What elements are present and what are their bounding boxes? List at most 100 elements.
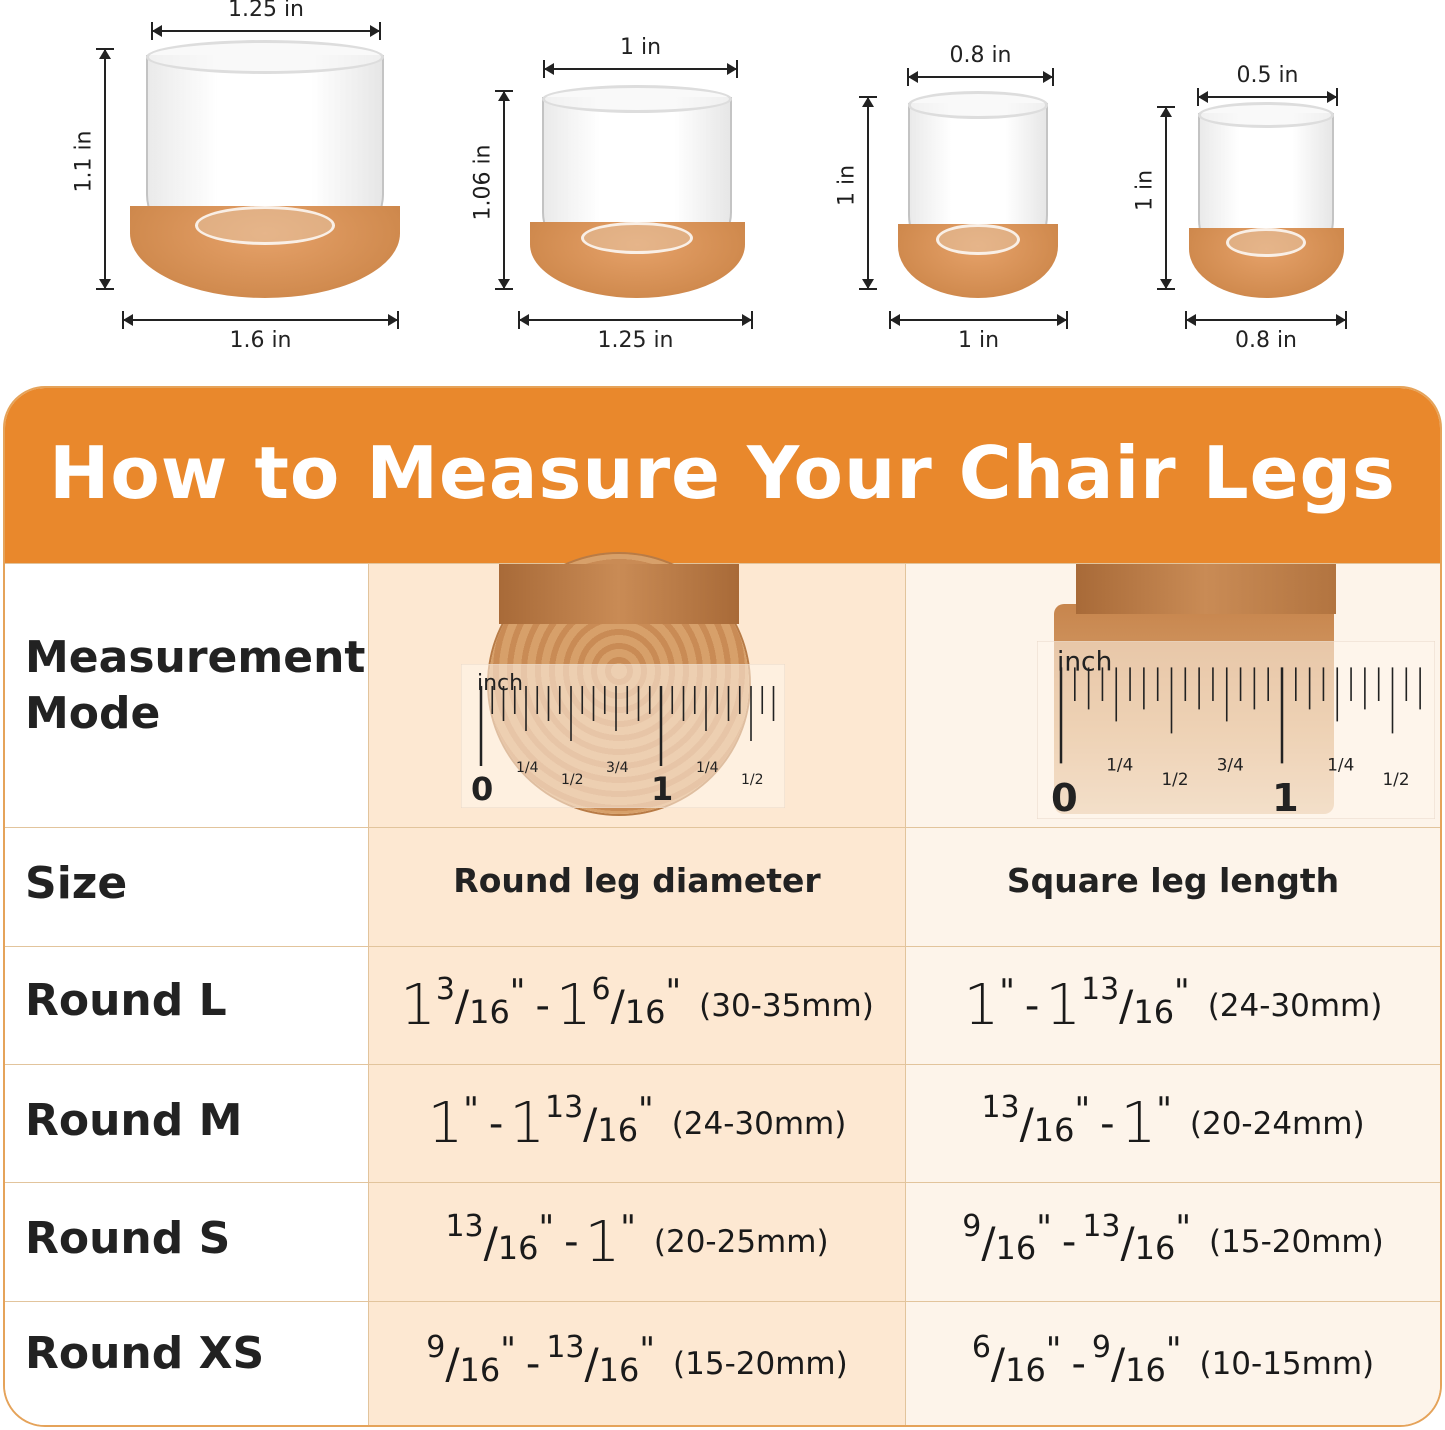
metric-range: (24-30mm) — [1207, 987, 1383, 1024]
metric-range: (20-24mm) — [1189, 1105, 1365, 1142]
round-range-cell: 9/16 " -13/16 " (15-20mm) — [368, 1302, 905, 1425]
fraction-denominator: 16 — [1134, 1229, 1176, 1267]
metric-range: (15-20mm) — [1209, 1224, 1384, 1260]
mode-label: Measurement Mode — [25, 632, 366, 739]
whole-number: 1 — [427, 1091, 464, 1156]
bottom-diameter-label: 1.6 in — [229, 328, 292, 353]
chair-leg-cap-xs — [1188, 101, 1344, 298]
fraction-denominator: 16 — [497, 1229, 539, 1267]
ruler-fraction-label: 1/2 — [1162, 769, 1189, 789]
size-row: Round L 1 3/16 " -1 6/16 " (30-35mm) 1 " -1 13/16… — [5, 946, 1440, 1064]
square-range-cell: 13/16 " -1 " (20-24mm) — [905, 1065, 1440, 1182]
metric-range: (20-25mm) — [653, 1224, 829, 1260]
ruler-fraction-label: 1/2 — [1383, 769, 1410, 789]
metric-range: (10-15mm) — [1199, 1345, 1375, 1382]
fraction-numerator: 6 — [591, 972, 611, 1007]
bottom-diameter-label: 0.8 in — [1234, 328, 1298, 353]
round-range-cell: 1 " -1 13/16 " (24-30mm) — [368, 1065, 905, 1182]
round-leg-illustration: inch 0 1 1/4 1/2 3/4 1/4 1/2 — [368, 554, 905, 827]
fraction-denominator: 16 — [1005, 1350, 1046, 1389]
height-dimension-line — [96, 48, 114, 290]
size-name: Round XS — [25, 1328, 265, 1379]
bottom-dimension-line — [122, 311, 399, 329]
ruler-unit-label: inch — [1057, 647, 1112, 678]
ruler-fraction-label: 1/4 — [516, 760, 539, 776]
fraction-denominator: 16 — [469, 992, 510, 1031]
ruler-zero-label: 0 — [471, 770, 493, 808]
measure-panel: How to Measure Your Chair Legs Measureme… — [3, 386, 1442, 1427]
size-row: Round M 1 " -1 13/16 " (24-30mm) 13/16 " -1 " (20… — [5, 1064, 1440, 1182]
size-row: Round XS 9/16 " -13/16 " (15-20mm) 6/16 " -9/1… — [5, 1301, 1440, 1425]
ruler-fraction-label: 3/4 — [606, 760, 629, 776]
ruler-zero-label: 0 — [1051, 776, 1078, 819]
bottom-diameter-label: 1 in — [957, 328, 1000, 353]
fraction-denominator: 16 — [598, 1350, 640, 1389]
square-range-cell: 9/16 " -13/16 " (15-20mm) — [905, 1183, 1440, 1301]
fraction-numerator: 13 — [981, 1090, 1020, 1125]
size-name: Round L — [25, 975, 227, 1026]
top-dimension-line — [1197, 88, 1338, 106]
mode-row: Measurement Mode inch 0 1 1/4 1/2 3/4 1/4 1/2 i… — [5, 554, 1440, 827]
round-header: Round leg diameter — [453, 860, 821, 900]
square-range-cell: 1 " -1 13/16 " (24-30mm) — [905, 947, 1440, 1064]
round-range-cell: 1 3/16 " -1 6/16 " (30-35mm) — [368, 947, 905, 1064]
whole-number: 1 — [1045, 973, 1081, 1038]
fraction-numerator: 13 — [544, 1090, 584, 1125]
chair-leg-cap-s — [898, 91, 1058, 298]
square-leg-top — [1076, 564, 1336, 614]
ruler-unit-label: inch — [477, 671, 523, 696]
ruler-round: inch 0 1 1/4 1/2 3/4 1/4 1/2 — [461, 664, 785, 808]
fraction-denominator: 16 — [1033, 1110, 1075, 1149]
size-name: Round S — [25, 1213, 231, 1264]
fraction-denominator: 16 — [995, 1229, 1037, 1267]
ruler-fraction-label: 1/2 — [741, 772, 764, 788]
square-range-cell: 6/16 " -9/16 " (10-15mm) — [905, 1302, 1440, 1425]
height-label: 1.1 in — [71, 129, 97, 193]
top-diameter-label: 0.8 in — [949, 43, 1012, 68]
round-range-cell: 13/16 " -1 " (20-25mm) — [368, 1183, 905, 1301]
ruler-fraction-label: 1/2 — [561, 772, 584, 788]
bottom-dimension-line — [518, 311, 753, 329]
size-row: Round S 13/16 " -1 " (20-25mm) 9/16 " -13/16 "(… — [5, 1182, 1440, 1301]
square-leg-illustration: inch 0 1 1/4 1/2 3/4 1/4 1/2 — [905, 564, 1440, 827]
fraction-numerator: 13 — [546, 1330, 585, 1365]
height-label: 1.06 in — [470, 143, 496, 221]
ruler-fraction-label: 3/4 — [1217, 755, 1244, 775]
bottom-dimension-line — [889, 311, 1068, 329]
ruler-square: inch 0 1 1/4 1/2 3/4 1/4 1/2 — [1037, 641, 1435, 819]
top-diameter-label: 0.5 in — [1236, 63, 1299, 88]
height-dimension-line — [1157, 106, 1175, 290]
top-dimension-line — [151, 22, 381, 40]
top-diameter-label: 1.25 in — [227, 0, 305, 22]
fraction-denominator: 16 — [1133, 992, 1175, 1031]
ruler-one-label: 1 — [651, 770, 673, 808]
ruler-one-label: 1 — [1272, 776, 1299, 819]
fraction-numerator: 13 — [445, 1208, 484, 1244]
fraction-numerator: 13 — [1080, 972, 1120, 1007]
fraction-numerator: 6 — [971, 1330, 991, 1365]
fraction-denominator: 16 — [597, 1110, 639, 1149]
size-header-row: Size Round leg diameter Square leg lengt… — [5, 827, 1440, 946]
height-label: 1 in — [1132, 169, 1158, 211]
chair-leg-cap-m — [529, 84, 745, 298]
ruler-fraction-label: 1/4 — [1106, 755, 1133, 775]
ruler-fraction-label: 1/4 — [696, 760, 719, 776]
fraction-numerator: 9 — [962, 1208, 982, 1244]
square-header: Square leg length — [1006, 860, 1340, 900]
top-diameter-label: 1 in — [619, 35, 662, 60]
fraction-denominator: 16 — [624, 992, 666, 1031]
ruler-body — [1037, 641, 1435, 819]
fraction-numerator: 9 — [426, 1330, 446, 1365]
fraction-numerator: 3 — [435, 972, 455, 1007]
whole-number: 1 — [1120, 1091, 1157, 1156]
whole-number: 1 — [963, 973, 1000, 1038]
height-dimension-line — [495, 90, 513, 290]
panel-title: How to Measure Your Chair Legs — [5, 388, 1440, 563]
whole-number: 1 — [509, 1091, 545, 1156]
whole-number: 1 — [400, 973, 436, 1038]
chair-leg-cap-l — [130, 40, 400, 298]
bottom-dimension-line — [1185, 311, 1347, 329]
whole-number: 1 — [555, 973, 592, 1038]
height-label: 1 in — [834, 164, 860, 206]
metric-range: (24-30mm) — [671, 1105, 847, 1142]
